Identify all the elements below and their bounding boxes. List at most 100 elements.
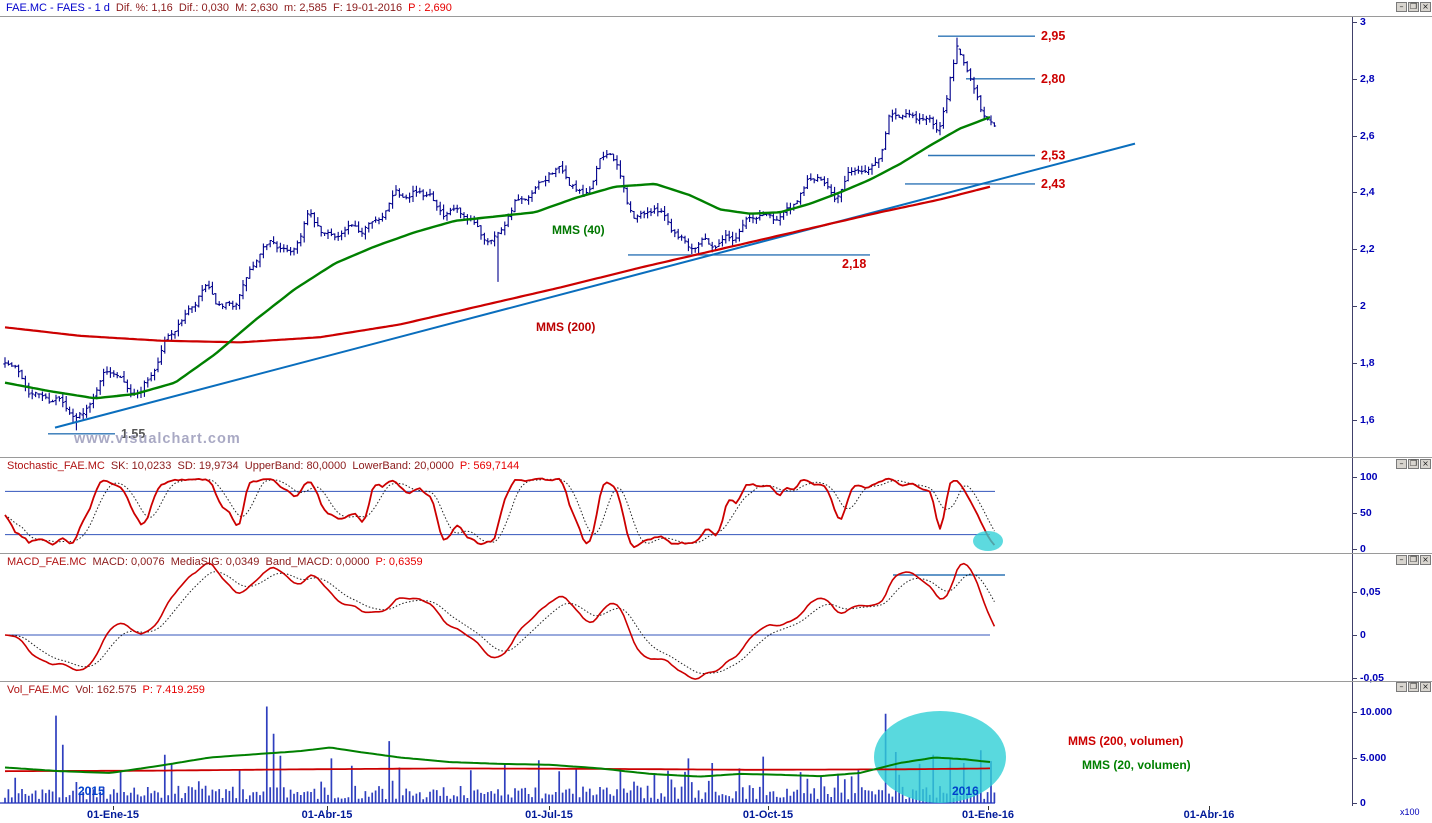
axis-tick	[1353, 513, 1357, 514]
titlebar-separator	[0, 16, 1432, 17]
x-axis-month-label: 01-Abr-15	[301, 809, 353, 821]
axis-tick	[1353, 803, 1357, 804]
minimize-button[interactable]: –	[1396, 2, 1407, 12]
restore-button[interactable]: ❐	[1408, 555, 1419, 565]
axis-tick	[1353, 592, 1357, 593]
axis-tick	[1353, 192, 1357, 194]
chart-titlebar: FAE.MC - FAES - 1 d Dif. %: 1,16 Dif.: 0,…	[0, 0, 1432, 17]
price-level-label: 1.55	[121, 427, 145, 441]
axis-label: 0	[1360, 629, 1366, 641]
restore-button[interactable]: ❐	[1408, 682, 1419, 692]
axis-label: 2	[1360, 300, 1366, 312]
macd-title: MACD_FAE.MC MACD: 0,0076 MediaSIG: 0,0349…	[7, 556, 429, 568]
mms40-line	[4, 115, 991, 400]
macd-canvas[interactable]	[0, 554, 1352, 681]
panel-separator	[0, 457, 1432, 458]
x-axis-tick	[988, 806, 989, 810]
macd-params: MACD: 0,0076 MediaSIG: 0,0349 Band_MACD:…	[92, 556, 370, 568]
axis-tick	[1353, 362, 1357, 364]
axis-label: 1,6	[1360, 413, 1375, 426]
close-button[interactable]: ×	[1420, 459, 1431, 469]
watermark: www.visualchart.com	[74, 431, 241, 447]
x-axis-month-label: 01-Jul-15	[525, 809, 573, 821]
symbol-title: FAE.MC - FAES - 1 d	[6, 2, 110, 14]
minimize-button[interactable]: –	[1396, 555, 1407, 565]
stochastic-axis[interactable]: 100 50 0	[1352, 458, 1431, 555]
mms40-label: MMS (40)	[552, 223, 605, 237]
volume-p: P: 7.419.259	[142, 684, 205, 696]
year-label: 2015	[78, 784, 105, 798]
macd-name: MACD_FAE.MC	[7, 556, 87, 568]
price-chart-canvas[interactable]: 2,95 2,80 2,53 2,43 2,18 1.55	[0, 17, 1352, 457]
price-level-label: 2,80	[1041, 72, 1065, 86]
axis-label: 5.000	[1360, 751, 1387, 764]
stochastic-p: P: 569,7144	[459, 460, 520, 472]
axis-tick	[1353, 477, 1357, 478]
panel-separator	[0, 681, 1432, 682]
x-axis-month-label: 01-Oct-15	[742, 809, 794, 821]
year-label: 2016	[952, 784, 979, 798]
x-axis-tick	[768, 806, 769, 810]
axis-label: 0	[1360, 543, 1366, 555]
stochastic-canvas[interactable]	[0, 458, 1352, 553]
axis-label: 50	[1360, 507, 1372, 519]
close-button[interactable]: ×	[1420, 555, 1431, 565]
macd-p: P: 0,6359	[375, 556, 423, 568]
x-axis-tick	[1209, 806, 1210, 810]
price-level-label: 2,43	[1041, 177, 1065, 191]
stoch-highlight-ellipse	[973, 531, 1003, 551]
axis-tick	[1353, 419, 1357, 421]
axis-tick	[1353, 712, 1357, 713]
volume-params: Vol: 162.575	[75, 684, 137, 696]
price-level-label: 2,18	[842, 257, 866, 271]
stochastic-title: Stochastic_FAE.MC SK: 10,0233 SD: 19,9734…	[7, 460, 525, 472]
volume-mms20-legend: MMS (20, volumen)	[1082, 758, 1191, 772]
volume-mms200-line	[4, 767, 990, 773]
macd-signal-line	[4, 571, 995, 674]
volume-mms20-line	[4, 746, 991, 778]
x-axis-month-label: 01-Abr-16	[1183, 809, 1235, 821]
volume-canvas[interactable]	[0, 682, 1352, 806]
axis-tick	[1353, 306, 1357, 307]
macd-line	[4, 562, 996, 680]
x-axis-month-label: 01-Ene-15	[87, 809, 139, 821]
volume-mms200-legend: MMS (200, volumen)	[1068, 734, 1184, 748]
last-price: P : 2,690	[408, 2, 452, 14]
axis-label: 2,2	[1360, 243, 1375, 256]
price-level-label: 2,53	[1041, 149, 1065, 163]
axis-label: 0,05	[1360, 586, 1381, 598]
axis-tick	[1353, 249, 1357, 251]
price-axis[interactable]: 3 2,8 2,6 2,4 2,2 2 1,8 1,6	[1352, 16, 1431, 457]
volume-bars	[4, 706, 996, 803]
axis-label: 2,6	[1360, 129, 1375, 142]
axis-tick	[1353, 22, 1357, 23]
axis-tick	[1353, 635, 1357, 636]
stochastic-name: Stochastic_FAE.MC	[7, 460, 105, 472]
restore-button[interactable]: ❐	[1408, 459, 1419, 469]
mms200-line	[4, 185, 991, 344]
time-axis[interactable]: 01-Ene-15 01-Abr-15 01-Jul-15 01-Oct-15 01-E…	[0, 806, 1432, 823]
volume-axis[interactable]: 10.000 5.000 0	[1352, 682, 1431, 809]
volume-scale-note: x100	[1400, 807, 1420, 817]
close-button[interactable]: ×	[1420, 2, 1431, 12]
axis-label: 100	[1360, 471, 1378, 483]
x-axis-tick	[549, 806, 550, 810]
x-axis-tick	[113, 806, 114, 810]
axis-tick	[1353, 549, 1357, 550]
axis-label: 10.000	[1360, 706, 1393, 718]
axis-tick	[1353, 78, 1357, 80]
panel-separator	[0, 553, 1432, 554]
minimize-button[interactable]: –	[1396, 682, 1407, 692]
close-button[interactable]: ×	[1420, 682, 1431, 692]
candlestick-series	[3, 37, 997, 431]
mms200-label: MMS (200)	[536, 320, 596, 334]
axis-tick	[1353, 678, 1357, 679]
price-stats: Dif. %: 1,16 Dif.: 0,030 M: 2,630 m: 2,5…	[115, 2, 403, 14]
axis-label: 2,4	[1360, 186, 1375, 199]
main-window-controls: – ❐ ×	[1396, 2, 1431, 12]
minimize-button[interactable]: –	[1396, 459, 1407, 469]
macd-axis[interactable]: 0,05 0 -0,05	[1352, 554, 1431, 684]
axis-tick	[1353, 135, 1357, 137]
restore-button[interactable]: ❐	[1408, 2, 1419, 12]
